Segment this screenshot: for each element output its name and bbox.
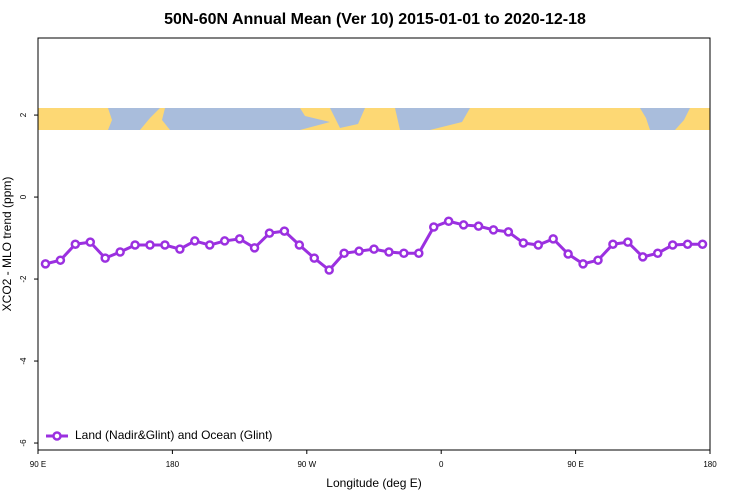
legend-label: Land (Nadir&Glint) and Ocean (Glint)	[75, 428, 272, 442]
data-point	[667, 240, 678, 250]
data-point	[623, 237, 633, 247]
chart-title: 50N-60N Annual Mean (Ver 10) 2015-01-01 …	[164, 11, 586, 28]
data-point	[85, 237, 96, 247]
y-axis-title: XCO2 - MLO trend (ppm)	[0, 177, 14, 312]
y-tick-label: -4	[19, 357, 28, 365]
data-point	[115, 247, 125, 257]
x-tick-label: 180	[166, 460, 180, 469]
x-tick-label: 90 E	[30, 460, 46, 469]
data-point	[608, 239, 618, 249]
data-point	[473, 221, 484, 231]
data-point	[563, 249, 573, 259]
data-point	[354, 246, 364, 256]
data-point	[593, 255, 603, 265]
plot-frame	[37, 37, 711, 451]
data-point	[399, 248, 409, 258]
data-point	[219, 236, 230, 246]
y-tick-label: -2	[19, 275, 28, 283]
data-point	[339, 248, 349, 258]
data-point	[458, 220, 469, 230]
data-point	[55, 255, 66, 265]
data-point	[130, 240, 140, 250]
legend-marker	[52, 431, 62, 441]
data-point	[249, 243, 260, 253]
y-tick-label: -6	[19, 439, 28, 447]
data-point	[190, 236, 200, 246]
data-point	[145, 240, 155, 250]
data-point	[160, 240, 170, 250]
data-point	[369, 244, 379, 254]
data-point	[234, 234, 245, 244]
map-strip	[38, 108, 710, 130]
data-point	[638, 252, 648, 262]
x-axis-title: Longitude (deg E)	[326, 476, 421, 490]
data-point	[384, 247, 394, 257]
data-point	[428, 222, 439, 232]
data-point	[578, 259, 588, 269]
data-point	[518, 238, 529, 248]
data-point	[414, 248, 424, 258]
x-tick-label: 90 E	[567, 460, 583, 469]
data-point	[324, 265, 334, 275]
data-point	[443, 216, 454, 226]
data-point	[294, 240, 305, 250]
data-point	[279, 226, 290, 236]
y-tick-label: 2	[19, 112, 28, 117]
data-point	[488, 225, 499, 235]
x-tick-label: 0	[439, 460, 444, 469]
data-point	[682, 239, 693, 249]
data-point	[264, 228, 275, 238]
data-point	[652, 248, 663, 258]
data-point	[204, 240, 215, 250]
data-point	[40, 259, 51, 269]
data-point	[175, 244, 185, 254]
data-point	[100, 253, 110, 263]
data-point	[309, 253, 320, 263]
y-tick-label: 0	[19, 194, 28, 199]
data-point	[70, 239, 81, 249]
data-point	[503, 227, 514, 237]
data-point	[548, 234, 558, 244]
data-point	[697, 239, 708, 249]
data-point	[533, 240, 544, 250]
x-tick-label: 90 W	[297, 460, 316, 469]
x-tick-label: 180	[703, 460, 717, 469]
